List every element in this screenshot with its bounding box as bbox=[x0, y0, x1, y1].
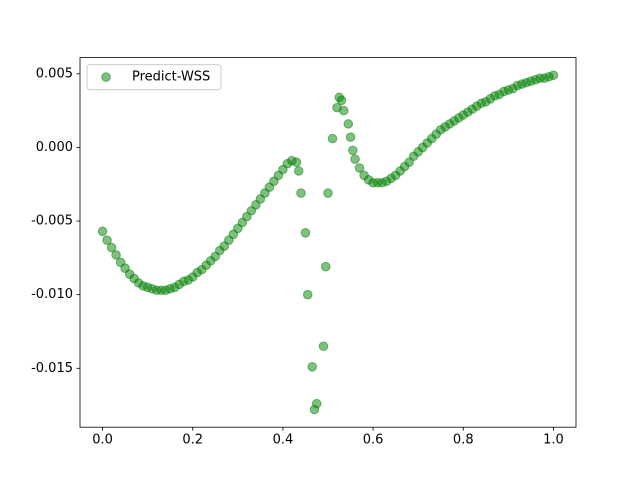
x-tick-label: 1.0 bbox=[543, 433, 564, 448]
point bbox=[307, 362, 318, 372]
x-tick-label: 0.2 bbox=[182, 433, 203, 448]
plot-frame bbox=[79, 57, 577, 428]
point bbox=[293, 166, 304, 176]
x-tick-label: 0.8 bbox=[453, 433, 474, 448]
point bbox=[102, 235, 112, 245]
x-tick-label: 0.0 bbox=[92, 433, 113, 448]
point bbox=[345, 132, 356, 142]
point bbox=[323, 188, 333, 198]
legend-marker bbox=[101, 72, 111, 82]
legend-box bbox=[86, 64, 222, 91]
y-tick-label: 0.005 bbox=[36, 66, 73, 81]
point bbox=[300, 228, 311, 238]
point bbox=[350, 154, 360, 165]
x-tick-label: 0.4 bbox=[273, 433, 294, 448]
point bbox=[318, 341, 329, 352]
point bbox=[327, 133, 338, 144]
legend-label: Predict-WSS bbox=[132, 70, 210, 85]
point bbox=[343, 119, 354, 129]
y-tick-label: -0.010 bbox=[31, 287, 73, 302]
point bbox=[548, 70, 559, 81]
point bbox=[354, 163, 365, 173]
point bbox=[336, 95, 347, 106]
point bbox=[311, 398, 322, 409]
x-tick-label: 0.6 bbox=[363, 433, 384, 448]
point bbox=[106, 242, 117, 253]
point bbox=[348, 145, 358, 156]
point bbox=[302, 289, 313, 300]
y-tick-label: 0.000 bbox=[36, 140, 73, 155]
point bbox=[338, 105, 349, 116]
point bbox=[97, 226, 108, 237]
point bbox=[296, 188, 306, 198]
point bbox=[111, 250, 121, 260]
point bbox=[320, 261, 331, 272]
point bbox=[291, 157, 302, 167]
y-tick-label: -0.005 bbox=[31, 214, 73, 229]
y-tick-label: -0.015 bbox=[31, 361, 73, 376]
